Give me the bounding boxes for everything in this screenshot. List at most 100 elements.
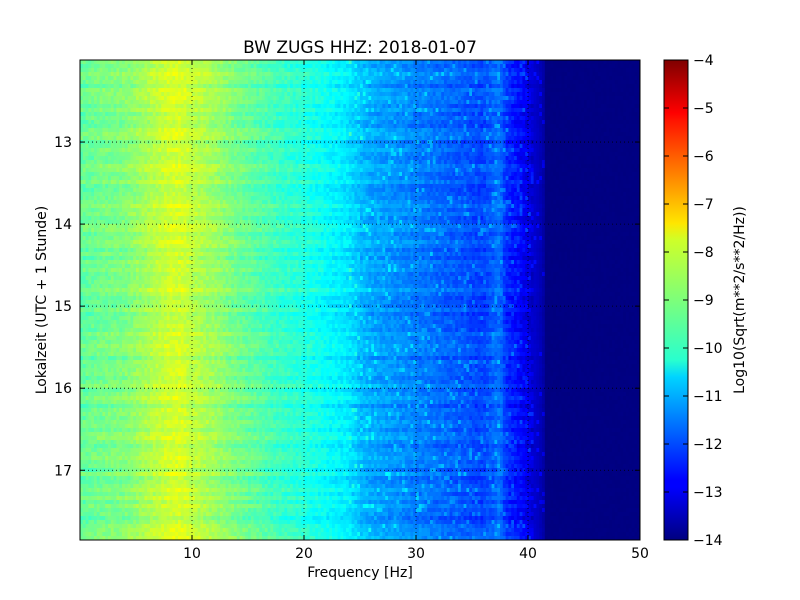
heatmap-cell bbox=[444, 112, 447, 116]
heatmap-cell bbox=[338, 148, 341, 152]
heatmap-cell bbox=[349, 72, 352, 76]
heatmap-cell bbox=[396, 116, 399, 120]
heatmap-cell bbox=[536, 136, 539, 140]
heatmap-cell bbox=[416, 112, 419, 116]
heatmap-cell bbox=[464, 112, 467, 116]
heatmap-cell bbox=[427, 92, 430, 96]
heatmap-cell bbox=[128, 88, 131, 92]
heatmap-cell bbox=[200, 68, 203, 72]
heatmap-cell bbox=[290, 124, 293, 128]
heatmap-cell bbox=[144, 112, 147, 116]
heatmap-cell bbox=[534, 76, 537, 80]
heatmap-cell bbox=[357, 68, 360, 72]
heatmap-cell bbox=[559, 120, 562, 124]
heatmap-cell bbox=[273, 136, 276, 140]
heatmap-cell bbox=[550, 152, 553, 156]
heatmap-cell bbox=[122, 108, 125, 112]
heatmap-cell bbox=[251, 148, 254, 152]
heatmap-cell bbox=[377, 136, 380, 140]
heatmap-cell bbox=[634, 108, 637, 112]
heatmap-cell bbox=[458, 156, 461, 160]
heatmap-cell bbox=[556, 116, 559, 120]
heatmap-cell bbox=[374, 128, 377, 132]
heatmap-cell bbox=[122, 148, 125, 152]
heatmap-cell bbox=[119, 112, 122, 116]
heatmap-cell bbox=[226, 64, 229, 68]
heatmap-cell bbox=[304, 68, 307, 72]
heatmap-cell bbox=[338, 120, 341, 124]
heatmap-cell bbox=[604, 148, 607, 152]
heatmap-cell bbox=[626, 72, 629, 76]
heatmap-cell bbox=[220, 96, 223, 100]
heatmap-cell bbox=[223, 80, 226, 84]
heatmap-cell bbox=[184, 132, 187, 136]
heatmap-cell bbox=[167, 64, 170, 68]
heatmap-cell bbox=[550, 156, 553, 160]
heatmap-cell bbox=[128, 112, 131, 116]
heatmap-cell bbox=[472, 128, 475, 132]
heatmap-cell bbox=[528, 132, 531, 136]
heatmap-cell bbox=[587, 108, 590, 112]
heatmap-cell bbox=[629, 100, 632, 104]
heatmap-cell bbox=[287, 92, 290, 96]
heatmap-cell bbox=[606, 88, 609, 92]
heatmap-cell bbox=[206, 156, 209, 160]
heatmap-cell bbox=[279, 144, 282, 148]
heatmap-cell bbox=[422, 108, 425, 112]
heatmap-cell bbox=[144, 152, 147, 156]
heatmap-cell bbox=[86, 64, 89, 68]
heatmap-cell bbox=[262, 60, 265, 64]
heatmap-cell bbox=[595, 60, 598, 64]
heatmap-cell bbox=[424, 68, 427, 72]
heatmap-cell bbox=[461, 92, 464, 96]
heatmap-cell bbox=[469, 156, 472, 160]
heatmap-cell bbox=[262, 92, 265, 96]
heatmap-cell bbox=[86, 120, 89, 124]
heatmap-cell bbox=[164, 104, 167, 108]
heatmap-cell bbox=[240, 76, 243, 80]
heatmap-cell bbox=[399, 64, 402, 68]
heatmap-cell bbox=[318, 92, 321, 96]
heatmap-cell bbox=[534, 116, 537, 120]
heatmap-cell bbox=[433, 120, 436, 124]
heatmap-cell bbox=[254, 120, 257, 124]
heatmap-cell bbox=[492, 92, 495, 96]
heatmap-cell bbox=[164, 124, 167, 128]
heatmap-cell bbox=[125, 128, 128, 132]
heatmap-cell bbox=[128, 72, 131, 76]
heatmap-cell bbox=[517, 148, 520, 152]
heatmap-cell bbox=[125, 116, 128, 120]
heatmap-cell bbox=[494, 104, 497, 108]
heatmap-cell bbox=[265, 152, 268, 156]
heatmap-cell bbox=[570, 144, 573, 148]
heatmap-cell bbox=[251, 88, 254, 92]
heatmap-cell bbox=[290, 60, 293, 64]
heatmap-cell bbox=[534, 148, 537, 152]
heatmap-cell bbox=[472, 76, 475, 80]
heatmap-cell bbox=[102, 68, 105, 72]
heatmap-cell bbox=[489, 120, 492, 124]
heatmap-cell bbox=[609, 136, 612, 140]
heatmap-cell bbox=[198, 132, 201, 136]
heatmap-cell bbox=[251, 116, 254, 120]
heatmap-cell bbox=[332, 88, 335, 92]
heatmap-cell bbox=[581, 96, 584, 100]
heatmap-cell bbox=[270, 136, 273, 140]
heatmap-cell bbox=[531, 120, 534, 124]
heatmap-cell bbox=[522, 68, 525, 72]
heatmap-cell bbox=[329, 76, 332, 80]
heatmap-cell bbox=[254, 84, 257, 88]
heatmap-cell bbox=[626, 80, 629, 84]
heatmap-cell bbox=[329, 68, 332, 72]
heatmap-cell bbox=[223, 96, 226, 100]
heatmap-cell bbox=[153, 132, 156, 136]
heatmap-cell bbox=[486, 68, 489, 72]
heatmap-cell bbox=[175, 108, 178, 112]
heatmap-cell bbox=[251, 100, 254, 104]
heatmap-cell bbox=[268, 92, 271, 96]
heatmap-cell bbox=[335, 76, 338, 80]
heatmap-cell bbox=[340, 148, 343, 152]
heatmap-cell bbox=[514, 148, 517, 152]
heatmap-cell bbox=[111, 136, 114, 140]
heatmap-cell bbox=[405, 128, 408, 132]
